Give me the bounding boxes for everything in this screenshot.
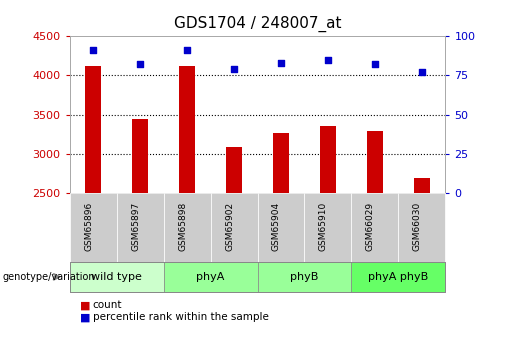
Point: [136, 62, 144, 67]
Text: GSM65902: GSM65902: [225, 201, 234, 250]
Point: [230, 67, 238, 72]
Text: ■: ■: [80, 313, 90, 322]
Point: [183, 48, 191, 53]
Text: phyA phyB: phyA phyB: [368, 272, 428, 282]
Point: [371, 62, 379, 67]
Bar: [226, 147, 242, 193]
Text: GSM65897: GSM65897: [131, 201, 140, 250]
Text: GSM65898: GSM65898: [178, 201, 187, 250]
Text: GSM65896: GSM65896: [84, 201, 93, 250]
Text: GSM66030: GSM66030: [413, 201, 422, 250]
Text: genotype/variation: genotype/variation: [3, 272, 95, 282]
Point: [324, 57, 332, 62]
Point: [418, 70, 426, 75]
Text: phyB: phyB: [290, 272, 319, 282]
Point: [89, 48, 97, 53]
Text: count: count: [93, 300, 122, 310]
Bar: [85, 66, 101, 193]
Bar: [320, 126, 336, 193]
Bar: [132, 119, 148, 193]
Text: wild type: wild type: [91, 272, 142, 282]
Text: GSM65910: GSM65910: [319, 201, 328, 250]
Bar: [179, 66, 195, 193]
Text: GSM65904: GSM65904: [272, 201, 281, 250]
Text: percentile rank within the sample: percentile rank within the sample: [93, 313, 269, 322]
Text: phyA: phyA: [196, 272, 225, 282]
Bar: [367, 131, 383, 193]
Text: ■: ■: [80, 300, 90, 310]
Text: GSM66029: GSM66029: [366, 201, 375, 250]
Bar: [273, 133, 289, 193]
Bar: [414, 177, 430, 193]
Text: GDS1704 / 248007_at: GDS1704 / 248007_at: [174, 16, 341, 32]
Point: [277, 60, 285, 66]
